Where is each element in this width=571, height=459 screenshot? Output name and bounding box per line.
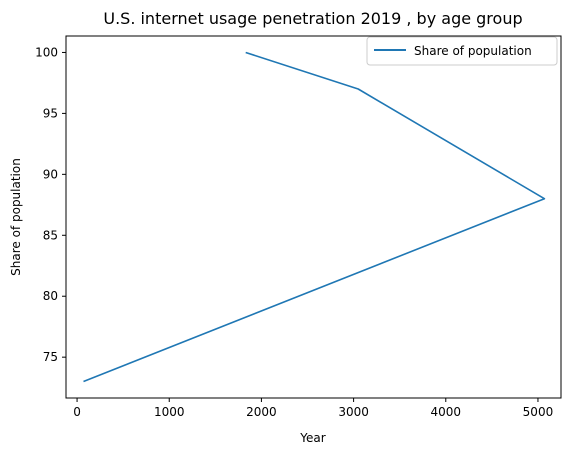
y-axis-ticks: 75 80 85 90 95 100 bbox=[35, 45, 66, 364]
x-tick-label: 0 bbox=[73, 405, 81, 419]
chart-title: U.S. internet usage penetration 2019 , b… bbox=[103, 9, 522, 28]
y-tick-label: 85 bbox=[43, 228, 58, 242]
y-tick-label: 80 bbox=[43, 289, 58, 303]
x-axis-ticks: 0 1000 2000 3000 4000 5000 bbox=[73, 398, 553, 419]
y-tick-label: 75 bbox=[43, 350, 58, 364]
series-line-0 bbox=[83, 51, 546, 383]
y-tick-label: 95 bbox=[43, 106, 58, 120]
y-axis-label: Share of population bbox=[9, 158, 23, 276]
x-tick-label: 2000 bbox=[246, 405, 277, 419]
y-tick-label: 100 bbox=[35, 45, 58, 59]
legend-label: Share of population bbox=[414, 44, 532, 58]
legend: Share of population bbox=[366, 36, 558, 66]
x-tick-label: 4000 bbox=[431, 405, 462, 419]
x-tick-label: 1000 bbox=[154, 405, 185, 419]
y-tick-label: 90 bbox=[43, 167, 58, 181]
x-tick-label: 5000 bbox=[523, 405, 554, 419]
plot-area-frame bbox=[65, 35, 562, 399]
series-layer bbox=[83, 51, 546, 383]
legend-box bbox=[366, 36, 558, 66]
x-axis-label: Year bbox=[299, 431, 325, 445]
x-tick-label: 3000 bbox=[338, 405, 369, 419]
